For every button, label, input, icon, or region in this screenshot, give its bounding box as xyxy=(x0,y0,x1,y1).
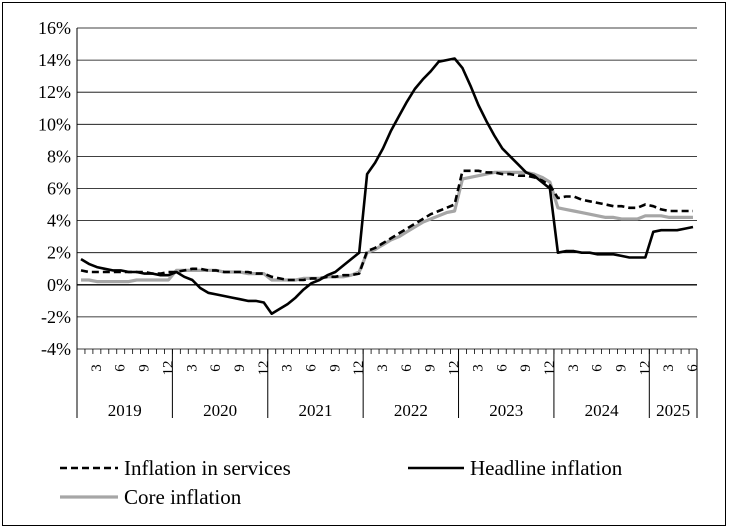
x-month-label: 12 xyxy=(351,361,367,376)
y-tick-label: 16% xyxy=(38,18,71,38)
x-month-label: 12 xyxy=(542,361,558,376)
y-tick-label: 0% xyxy=(47,275,71,295)
x-month-label: 6 xyxy=(494,364,510,372)
x-year-label: 2025 xyxy=(656,401,690,420)
x-year-label: 2024 xyxy=(585,401,620,420)
x-month-label: 9 xyxy=(518,364,534,372)
x-month-label: 3 xyxy=(375,364,391,372)
legend-label-headline: Headline inflation xyxy=(470,456,623,480)
x-month-label: 9 xyxy=(613,364,629,372)
y-tick-label: -2% xyxy=(41,307,71,327)
x-month-label: 3 xyxy=(470,364,486,372)
x-month-label: 9 xyxy=(423,364,439,372)
series-lines xyxy=(80,57,694,316)
x-month-label: 3 xyxy=(566,364,582,372)
x-month-label: 6 xyxy=(303,364,319,372)
x-month-label: 3 xyxy=(661,364,677,372)
y-tick-label: 8% xyxy=(47,146,71,166)
x-month-label: 12 xyxy=(447,361,463,376)
x-month-label: 12 xyxy=(637,361,653,376)
x-month-label: 12 xyxy=(256,361,272,376)
y-tick-label: 2% xyxy=(47,243,71,263)
y-tick-label: 4% xyxy=(47,211,71,231)
x-year-label: 2020 xyxy=(203,401,237,420)
x-month-label: 6 xyxy=(590,364,606,372)
y-tick-label: 12% xyxy=(38,82,71,102)
x-month-label: 3 xyxy=(184,364,200,372)
gridlines xyxy=(76,27,697,350)
x-year-label: 2021 xyxy=(298,401,332,420)
legend-label-core: Core inflation xyxy=(124,485,242,509)
y-tick-label: -4% xyxy=(41,339,71,359)
legend-label-services: Inflation in services xyxy=(124,456,291,480)
y-tick-label: 10% xyxy=(38,114,71,134)
x-month-label: 6 xyxy=(208,364,224,372)
x-month-label: 6 xyxy=(399,364,415,372)
x-year-label: 2023 xyxy=(489,401,523,420)
x-year-label: 2022 xyxy=(394,401,428,420)
legend: Inflation in services Headline inflation… xyxy=(60,456,623,509)
x-month-label: 6 xyxy=(685,364,701,372)
series-line-services xyxy=(80,169,693,282)
x-month-label: 9 xyxy=(327,364,343,372)
y-tick-label: 14% xyxy=(38,50,71,70)
x-year-label: 2019 xyxy=(108,401,142,420)
x-month-label: 9 xyxy=(232,364,248,372)
x-month-label: 12 xyxy=(160,361,176,376)
x-month-label: 6 xyxy=(113,364,129,372)
series-line-headline xyxy=(80,57,694,316)
x-month-label: 3 xyxy=(280,364,296,372)
y-tick-label: 6% xyxy=(47,179,71,199)
y-axis-ticks: 16% 14% 12% 10% 8% 6% 4% 2% 0% -2% -4% xyxy=(38,18,71,359)
x-month-label: 3 xyxy=(89,364,105,372)
x-month-label: 9 xyxy=(137,364,153,372)
